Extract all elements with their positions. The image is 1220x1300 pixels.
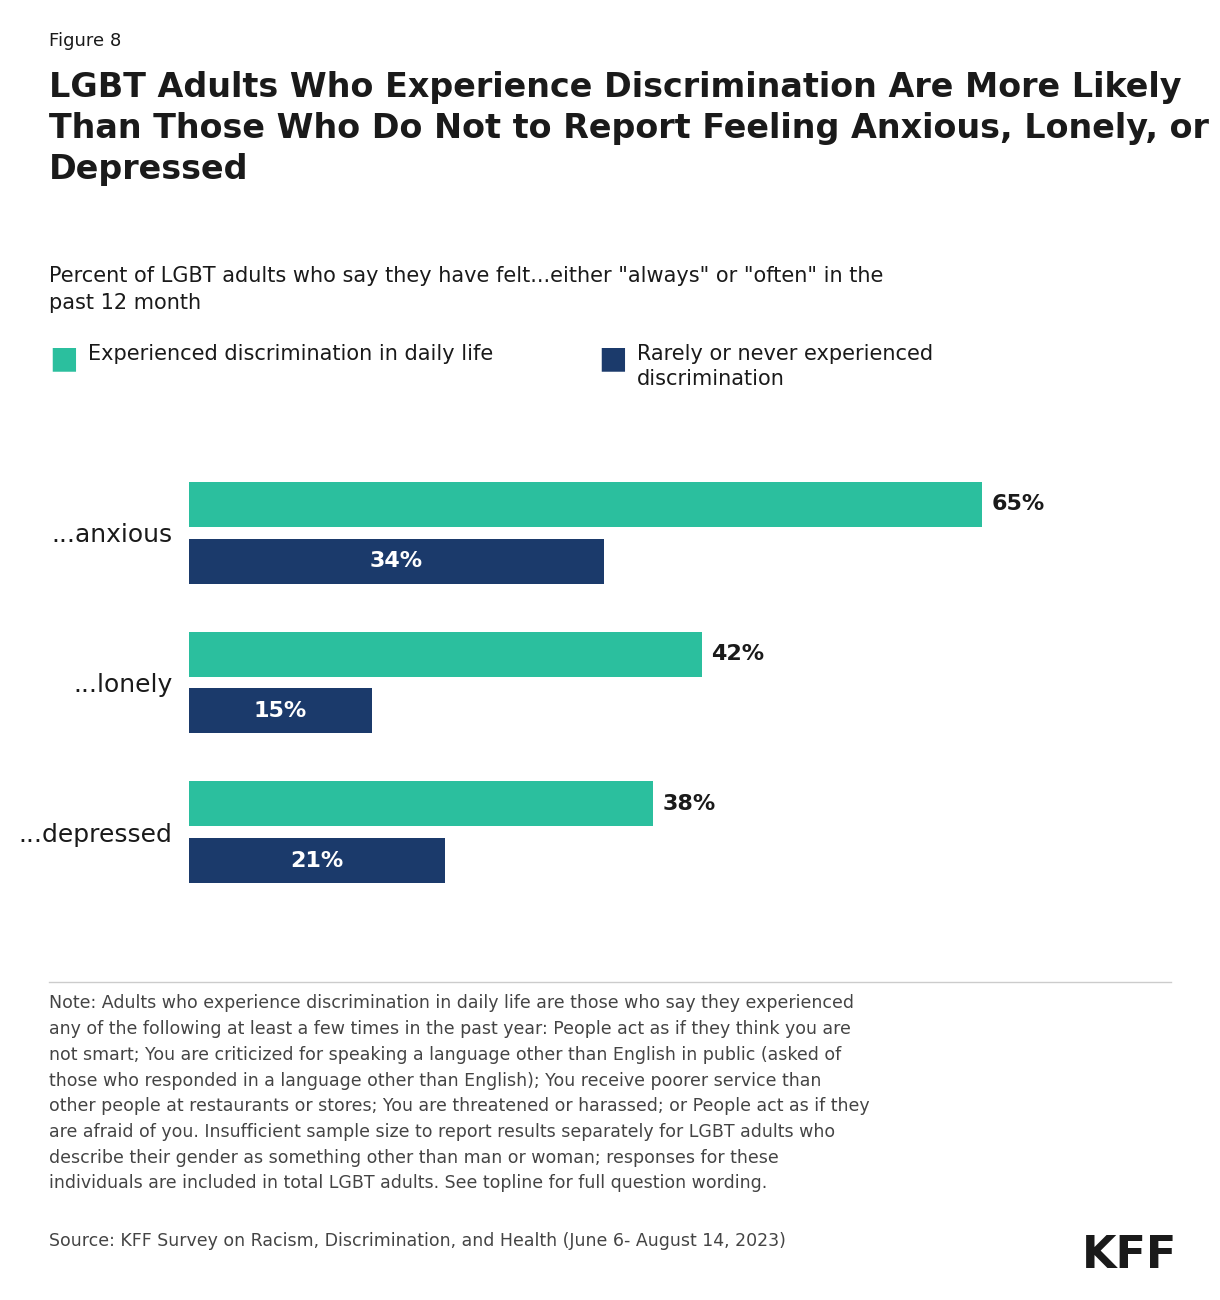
Text: ■: ■ bbox=[49, 344, 78, 373]
Text: Figure 8: Figure 8 bbox=[49, 32, 121, 51]
Text: 42%: 42% bbox=[711, 644, 765, 664]
Text: 34%: 34% bbox=[370, 551, 423, 571]
Text: ■: ■ bbox=[598, 344, 627, 373]
Text: Source: KFF Survey on Racism, Discrimination, and Health (June 6- August 14, 202: Source: KFF Survey on Racism, Discrimina… bbox=[49, 1232, 786, 1251]
Text: KFF: KFF bbox=[1082, 1234, 1177, 1277]
Bar bbox=[189, 781, 653, 827]
Text: 65%: 65% bbox=[992, 494, 1046, 515]
Text: Rarely or never experienced
discrimination: Rarely or never experienced discriminati… bbox=[637, 344, 933, 389]
Bar bbox=[189, 689, 372, 733]
Bar bbox=[189, 538, 604, 584]
Text: Note: Adults who experience discrimination in daily life are those who say they : Note: Adults who experience discriminati… bbox=[49, 994, 870, 1192]
Bar bbox=[189, 632, 701, 676]
Text: 21%: 21% bbox=[290, 850, 344, 871]
Text: Percent of LGBT adults who say they have felt...either "always" or "often" in th: Percent of LGBT adults who say they have… bbox=[49, 266, 883, 313]
Text: LGBT Adults Who Experience Discrimination Are More Likely
Than Those Who Do Not : LGBT Adults Who Experience Discriminatio… bbox=[49, 72, 1209, 186]
Text: 38%: 38% bbox=[662, 794, 716, 814]
Bar bbox=[189, 482, 982, 526]
Text: 15%: 15% bbox=[254, 701, 307, 722]
Text: Experienced discrimination in daily life: Experienced discrimination in daily life bbox=[88, 344, 493, 364]
Bar bbox=[189, 838, 445, 883]
